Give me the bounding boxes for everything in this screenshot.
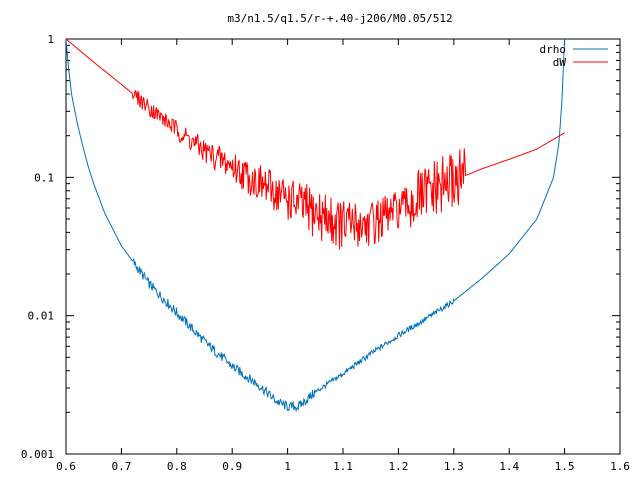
x-tick-label: 1.3 [444, 460, 464, 473]
legend-label-dW: dW [553, 56, 567, 69]
y-axis: 0.001 0.01 0.1 1 [21, 33, 620, 461]
x-tick-label: 0.8 [167, 460, 187, 473]
x-tick-label: 1 [284, 460, 291, 473]
x-tick-label: 1.1 [333, 460, 353, 473]
x-tick-label: 1.6 [610, 460, 630, 473]
x-tick-label: 1.5 [555, 460, 575, 473]
x-tick-label: 0.9 [222, 460, 242, 473]
series-line-drho [65, 38, 566, 413]
series-layer [65, 38, 566, 413]
x-tick-label: 1.4 [499, 460, 519, 473]
legend-label-drho: drho [540, 43, 567, 56]
x-tick-label: 0.6 [56, 460, 76, 473]
x-tick-label: 1.2 [388, 460, 408, 473]
y-tick-label: 0.1 [34, 171, 54, 184]
y-tick-label: 0.001 [21, 448, 54, 461]
x-axis: 0.6 0.7 0.8 0.9 1 1.1 1.2 1.3 1.4 1.5 1.6 [56, 39, 630, 473]
chart-title: m3/n1.5/q1.5/r-+.40-j206/M0.05/512 [227, 12, 452, 25]
y-tick-label: 0.01 [28, 310, 55, 323]
y-tick-label: 1 [47, 33, 54, 46]
plot-frame [65, 38, 621, 455]
series-line-dW [65, 38, 565, 250]
x-tick-label: 0.7 [111, 460, 131, 473]
